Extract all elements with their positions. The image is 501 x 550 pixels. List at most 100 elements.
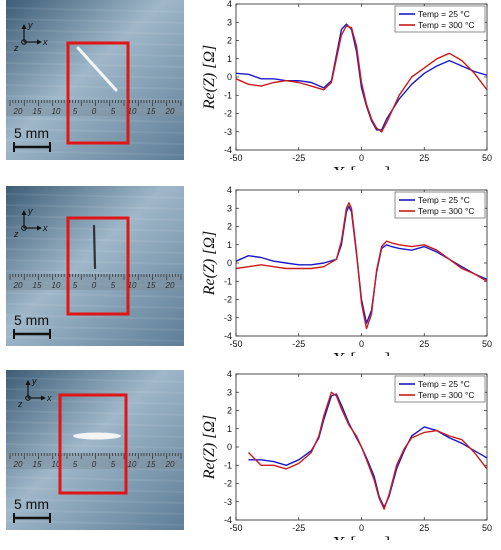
y-tick-label: -4 <box>224 331 232 341</box>
ruler-tape <box>6 274 184 290</box>
axis-x-label: x <box>46 393 52 403</box>
ruler-label: 20 <box>165 460 175 469</box>
x-axis-title: X [mm] <box>333 533 391 540</box>
legend-entry: Temp = 300 °C <box>418 20 475 30</box>
y-axis-arrowhead <box>25 380 31 385</box>
axis-z-label: z <box>13 229 19 239</box>
scale-bar-label: 5 mm <box>14 496 49 512</box>
x-axis-arrowhead <box>41 395 46 401</box>
legend-box <box>394 375 486 403</box>
x-tick-label: -50 <box>229 153 242 163</box>
ruler-label: 0 <box>92 460 97 469</box>
y-tick-label: -2 <box>224 109 232 119</box>
ruler-label: 20 <box>13 281 23 290</box>
ruler-label: 10 <box>128 460 137 469</box>
x-tick-label: 0 <box>359 339 364 349</box>
ruler-label: 5 <box>111 460 116 469</box>
ruler-label: 20 <box>165 281 175 290</box>
axis-z-label: z <box>13 43 19 53</box>
x-tick-label: -50 <box>229 339 242 349</box>
series-line-temp-300c <box>236 25 487 133</box>
axis-y-label: y <box>27 20 33 30</box>
y-tick-label: 2 <box>227 222 232 232</box>
legend-entry: Temp = 25 °C <box>418 195 470 205</box>
y-tick-label: 1 <box>227 424 232 434</box>
ruler-label: 20 <box>13 107 23 116</box>
y-axis-title: Re(Z) [Ω] <box>201 415 218 480</box>
specimen-photo-2: 20 15 10 5 0 5 10 15 20 xy z 5 mm <box>6 186 184 346</box>
ruler-label: 20 <box>165 107 175 116</box>
scale-bar-label: 5 mm <box>14 312 49 328</box>
crack-defect <box>73 432 121 440</box>
y-tick-label: -1 <box>224 460 232 470</box>
ruler-label: 20 <box>13 460 23 469</box>
axis-x-label: x <box>42 37 48 47</box>
axis-y-label: y <box>31 376 37 386</box>
legend-box <box>394 191 486 219</box>
x-axis-title: X [mm] <box>333 349 391 356</box>
y-axis-arrowhead <box>21 24 27 29</box>
y-tick-label: 0 <box>227 442 232 452</box>
axis-y-label: y <box>27 206 33 216</box>
y-axis-title: Re(Z) [Ω] <box>201 45 218 110</box>
y-tick-label: 4 <box>227 370 232 379</box>
ruler-label: 10 <box>128 281 137 290</box>
x-tick-label: 50 <box>482 339 492 349</box>
scale-bar-label: 5 mm <box>14 125 49 141</box>
y-tick-label: 0 <box>227 258 232 268</box>
legend-entry: Temp = 300 °C <box>418 206 475 216</box>
y-tick-label: 0 <box>227 72 232 82</box>
ruler-label: 10 <box>52 107 61 116</box>
x-tick-label: -25 <box>292 523 305 533</box>
y-tick-label: -3 <box>224 497 232 507</box>
ruler-label: 15 <box>33 281 42 290</box>
y-tick-label: -4 <box>224 145 232 155</box>
specimen-photo-1: 20 15 10 5 0 5 10 15 20 xy z 5 mm <box>6 0 184 160</box>
panel-row-1: 20 15 10 5 0 5 10 15 20 x y z 5 mm -4 -3 -2 -1 0 1 2 3 4 -50-… <box>0 0 501 170</box>
metal-plate <box>6 370 184 530</box>
ruler-label: 5 <box>73 460 78 469</box>
x-tick-label: 25 <box>419 339 429 349</box>
series-line-temp-25c <box>236 23 487 131</box>
legend-entry: Temp = 25 °C <box>418 9 470 19</box>
ruler-tape <box>6 100 184 116</box>
series-line-temp-300c <box>248 391 487 510</box>
y-tick-label: 3 <box>227 387 232 397</box>
y-tick-label: -4 <box>224 515 232 525</box>
x-tick-label: -50 <box>229 523 242 533</box>
z-axis-dot <box>21 39 27 45</box>
ruler-tape <box>6 453 184 469</box>
y-tick-label: 1 <box>227 54 232 64</box>
ruler-label: 0 <box>92 107 97 116</box>
y-tick-label: 3 <box>227 17 232 27</box>
series-line-temp-300c <box>236 202 487 330</box>
y-tick-label: 2 <box>227 406 232 416</box>
x-tick-label: 25 <box>419 153 429 163</box>
panel-row-3: 20 15 10 5 0 5 10 15 20 x y z 5 mm -4 -3 -2 -1 0 1 2 3 4 -50-… <box>0 370 501 540</box>
impedance-chart-3: -4 -3 -2 -1 0 1 2 3 4 -50 -25 0 25 50 X [mm] Re(Z) [Ω] T… <box>201 370 492 540</box>
y-tick-label: 1 <box>227 240 232 250</box>
inspection-region-box <box>66 41 130 145</box>
ruler-label: 15 <box>147 281 156 290</box>
y-tick-label: -3 <box>224 127 232 137</box>
y-tick-label: 2 <box>227 36 232 46</box>
y-tick-label: 4 <box>227 186 232 195</box>
y-axis-title: Re(Z) [Ω] <box>201 231 218 296</box>
x-axis-title: X [mm] <box>333 163 391 170</box>
ruler-label: 15 <box>147 107 156 116</box>
ruler-label: 15 <box>147 460 156 469</box>
y-tick-label: -1 <box>224 90 232 100</box>
y-tick-label: 3 <box>227 203 232 213</box>
legend-box <box>394 5 486 33</box>
z-axis-dot <box>21 225 27 231</box>
legend-entry: Temp = 300 °C <box>418 390 475 400</box>
ruler-label: 10 <box>52 460 61 469</box>
axis-z-label: z <box>17 399 23 409</box>
y-tick-label: -3 <box>224 313 232 323</box>
ruler-label: 5 <box>111 107 116 116</box>
x-tick-label: -25 <box>292 339 305 349</box>
x-tick-label: 50 <box>482 523 492 533</box>
y-tick-label: -2 <box>224 479 232 489</box>
x-tick-label: 0 <box>359 153 364 163</box>
crack-defect <box>76 46 118 92</box>
